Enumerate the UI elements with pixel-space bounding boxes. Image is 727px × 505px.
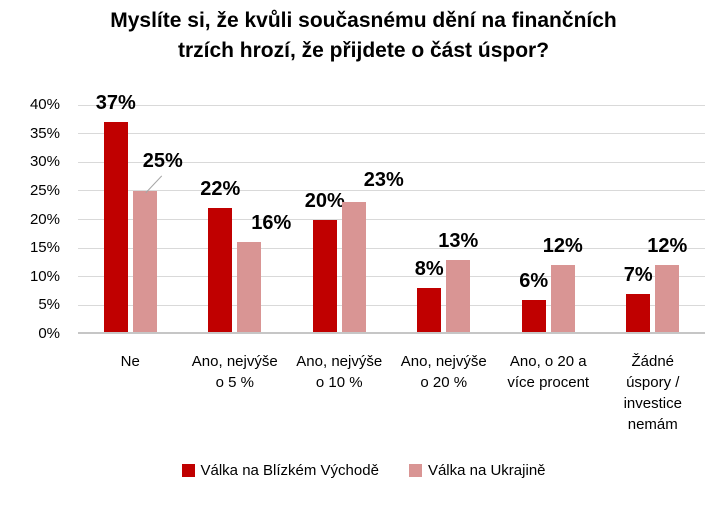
gridline bbox=[78, 219, 705, 220]
category-label: Ne bbox=[120, 353, 140, 370]
bar-ukrajina-5 bbox=[655, 265, 680, 334]
bar-ukrajina-2 bbox=[341, 202, 366, 334]
bar-ukrajina-1 bbox=[237, 242, 262, 334]
legend-item-valka-na-blizkem-vychode: Válka na Blízkém Východě bbox=[181, 462, 379, 479]
category-label: Ano, nejvýše o 10 % bbox=[296, 353, 383, 391]
value-label: 13% bbox=[438, 229, 479, 252]
legend-swatch-pink bbox=[408, 464, 422, 477]
gridline bbox=[78, 276, 705, 278]
y-axis-tick-label: 35% bbox=[29, 124, 60, 142]
bar-ukrajina-3 bbox=[446, 259, 471, 334]
bar-ukrajina-4 bbox=[550, 265, 575, 334]
legend-label-valka-na-ukrajine: Válka na Ukrajině bbox=[427, 462, 546, 479]
x-axis-line bbox=[78, 332, 705, 334]
y-axis-tick-label: 40% bbox=[29, 96, 60, 113]
bar-blizky-vychod-2 bbox=[312, 219, 337, 334]
category-label: Žádné úspory / investice nemám bbox=[623, 353, 682, 433]
y-axis-tick-label: 5% bbox=[38, 296, 60, 314]
value-label: 23% bbox=[363, 169, 404, 192]
bar-blizky-vychod-3 bbox=[417, 288, 442, 334]
bar-blizky-vychod-0 bbox=[103, 122, 128, 334]
y-axis-tick-label: 20% bbox=[29, 210, 60, 228]
legend-swatch-dark-red bbox=[181, 464, 195, 477]
value-label: 16% bbox=[251, 212, 292, 235]
gridline bbox=[78, 190, 705, 192]
gridline bbox=[78, 161, 705, 163]
label-leader-line bbox=[145, 175, 163, 194]
y-axis-tick-label: 25% bbox=[29, 181, 60, 199]
value-label: 20% bbox=[304, 189, 345, 212]
y-axis-tick-label: 15% bbox=[29, 239, 60, 257]
legend-item-valka-na-ukrajine: Válka na Ukrajině bbox=[408, 462, 546, 479]
value-label: 12% bbox=[542, 235, 583, 258]
legend-label-valka-na-blizkem-vychode: Válka na Blízkém Východě bbox=[200, 462, 379, 479]
value-label: 22% bbox=[200, 178, 241, 201]
category-label: Ano, nejvýše o 5 % bbox=[191, 353, 278, 391]
gridline bbox=[78, 247, 705, 249]
bar-blizky-vychod-4 bbox=[521, 299, 546, 334]
value-label: 8% bbox=[414, 258, 444, 281]
y-axis-tick-label: 30% bbox=[29, 153, 60, 171]
category-label: Ano, nejvýše o 20 % bbox=[400, 353, 487, 391]
legend: Válka na Blízkém Východě Válka na Ukraji… bbox=[0, 462, 727, 479]
value-label: 12% bbox=[647, 235, 688, 258]
y-axis-tick-label: 0% bbox=[38, 325, 60, 342]
plot-area: 37% 22% 20% 8% 6% 7% 25% 16% 23% 13% 12% 12% bbox=[78, 92, 705, 334]
gridline bbox=[78, 304, 705, 306]
gridline bbox=[78, 133, 705, 135]
bar-blizky-vychod-5 bbox=[626, 293, 651, 334]
value-label: 37% bbox=[95, 92, 136, 115]
value-label: 7% bbox=[623, 263, 653, 286]
bar-blizky-vychod-1 bbox=[208, 208, 233, 334]
value-label: 25% bbox=[142, 149, 183, 172]
x-axis: Ne Ano, nejvýše o 5 % Ano, nejvýše o 10 % A… bbox=[78, 351, 705, 451]
bar-ukrajina-0 bbox=[132, 190, 157, 334]
chart-title: Myslíte si, že kvůli současnému dění na … bbox=[110, 9, 617, 62]
y-axis-tick-label: 10% bbox=[29, 267, 60, 285]
gridline bbox=[78, 104, 705, 106]
category-label: Ano, o 20 a více procent bbox=[507, 353, 590, 391]
value-label: 6% bbox=[519, 269, 549, 292]
